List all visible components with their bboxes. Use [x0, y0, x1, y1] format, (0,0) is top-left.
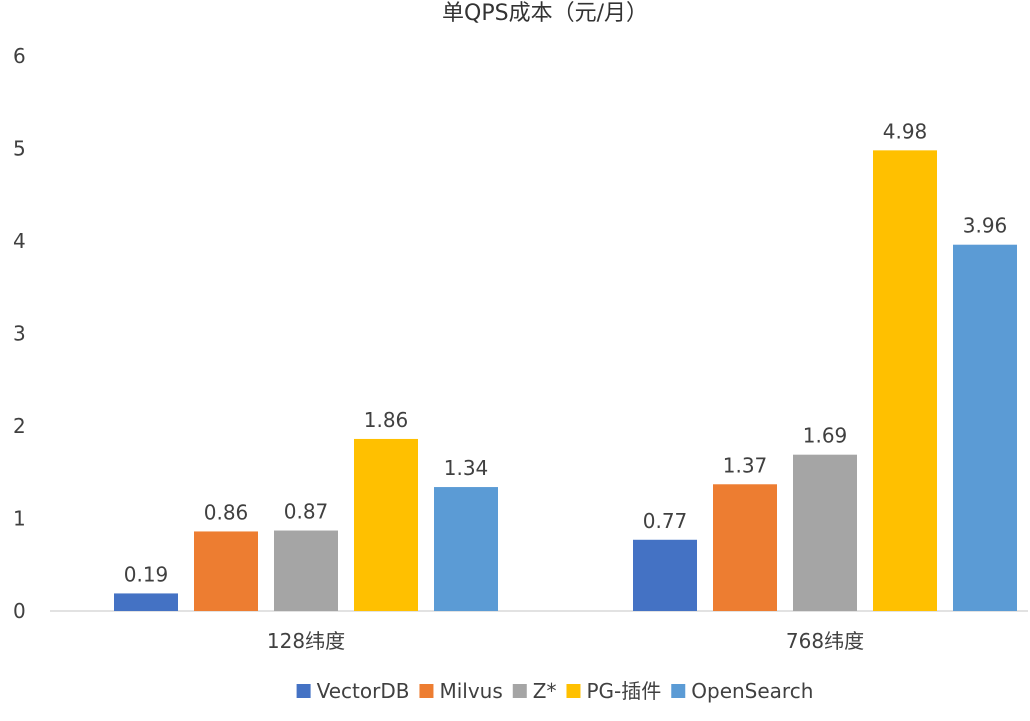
- legend-item: Milvus: [419, 679, 503, 703]
- bar: [953, 244, 1017, 611]
- y-tick-label: 3: [13, 322, 26, 346]
- legend-swatch: [566, 684, 581, 698]
- bar: [114, 593, 178, 611]
- data-label: 0.19: [124, 562, 169, 586]
- bar: [194, 531, 258, 611]
- data-label: 1.34: [444, 456, 489, 480]
- legend-item: PG-插件: [566, 679, 661, 703]
- legend-label: PG-插件: [586, 679, 661, 703]
- data-label: 1.86: [364, 408, 409, 432]
- data-label: 0.87: [284, 500, 329, 524]
- bar-series-group: [114, 150, 1017, 611]
- legend-swatch: [419, 684, 434, 698]
- legend-item: OpenSearch: [671, 679, 813, 703]
- legend-label: Milvus: [439, 679, 502, 703]
- y-axis-ticks: 0 1 2 3 4 5 6: [13, 44, 26, 623]
- y-tick-label: 0: [13, 599, 26, 623]
- legend-item: Z*: [512, 679, 557, 703]
- category-label-group: 128纬度 768纬度: [267, 629, 864, 653]
- bar: [713, 484, 777, 611]
- data-label: 3.96: [963, 214, 1008, 238]
- legend-swatch: [671, 684, 686, 698]
- category-label: 768纬度: [786, 629, 864, 653]
- bar: [793, 454, 857, 611]
- data-label-group: 0.19 0.86 0.87 1.86 1.34 0.77 1.37 1.69 4.98 3.96: [124, 119, 1008, 586]
- y-tick-label: 6: [13, 44, 26, 68]
- legend-swatch: [296, 684, 311, 698]
- y-tick-label: 2: [13, 414, 26, 438]
- data-label: 0.77: [643, 509, 688, 533]
- legend-item: VectorDB: [296, 679, 410, 703]
- chart-title: 单QPS成本（元/月）: [442, 1, 648, 26]
- bar: [873, 150, 937, 611]
- y-tick-label: 4: [13, 229, 26, 253]
- legend-label: OpenSearch: [691, 679, 813, 703]
- data-label: 1.69: [803, 424, 848, 448]
- legend-swatch: [512, 684, 527, 698]
- bar: [354, 438, 418, 611]
- bar: [434, 487, 498, 611]
- data-label: 0.86: [204, 500, 249, 524]
- y-tick-label: 5: [13, 137, 26, 161]
- bar: [274, 530, 338, 611]
- data-label: 1.37: [723, 453, 768, 477]
- legend-label: Z*: [533, 679, 557, 703]
- bar: [633, 539, 697, 611]
- legend-label: VectorDB: [317, 679, 410, 703]
- category-label: 128纬度: [267, 629, 345, 653]
- data-label: 4.98: [883, 119, 928, 143]
- y-tick-label: 1: [13, 507, 26, 531]
- legend: VectorDB Milvus Z* PG-插件 OpenSearch: [296, 679, 813, 703]
